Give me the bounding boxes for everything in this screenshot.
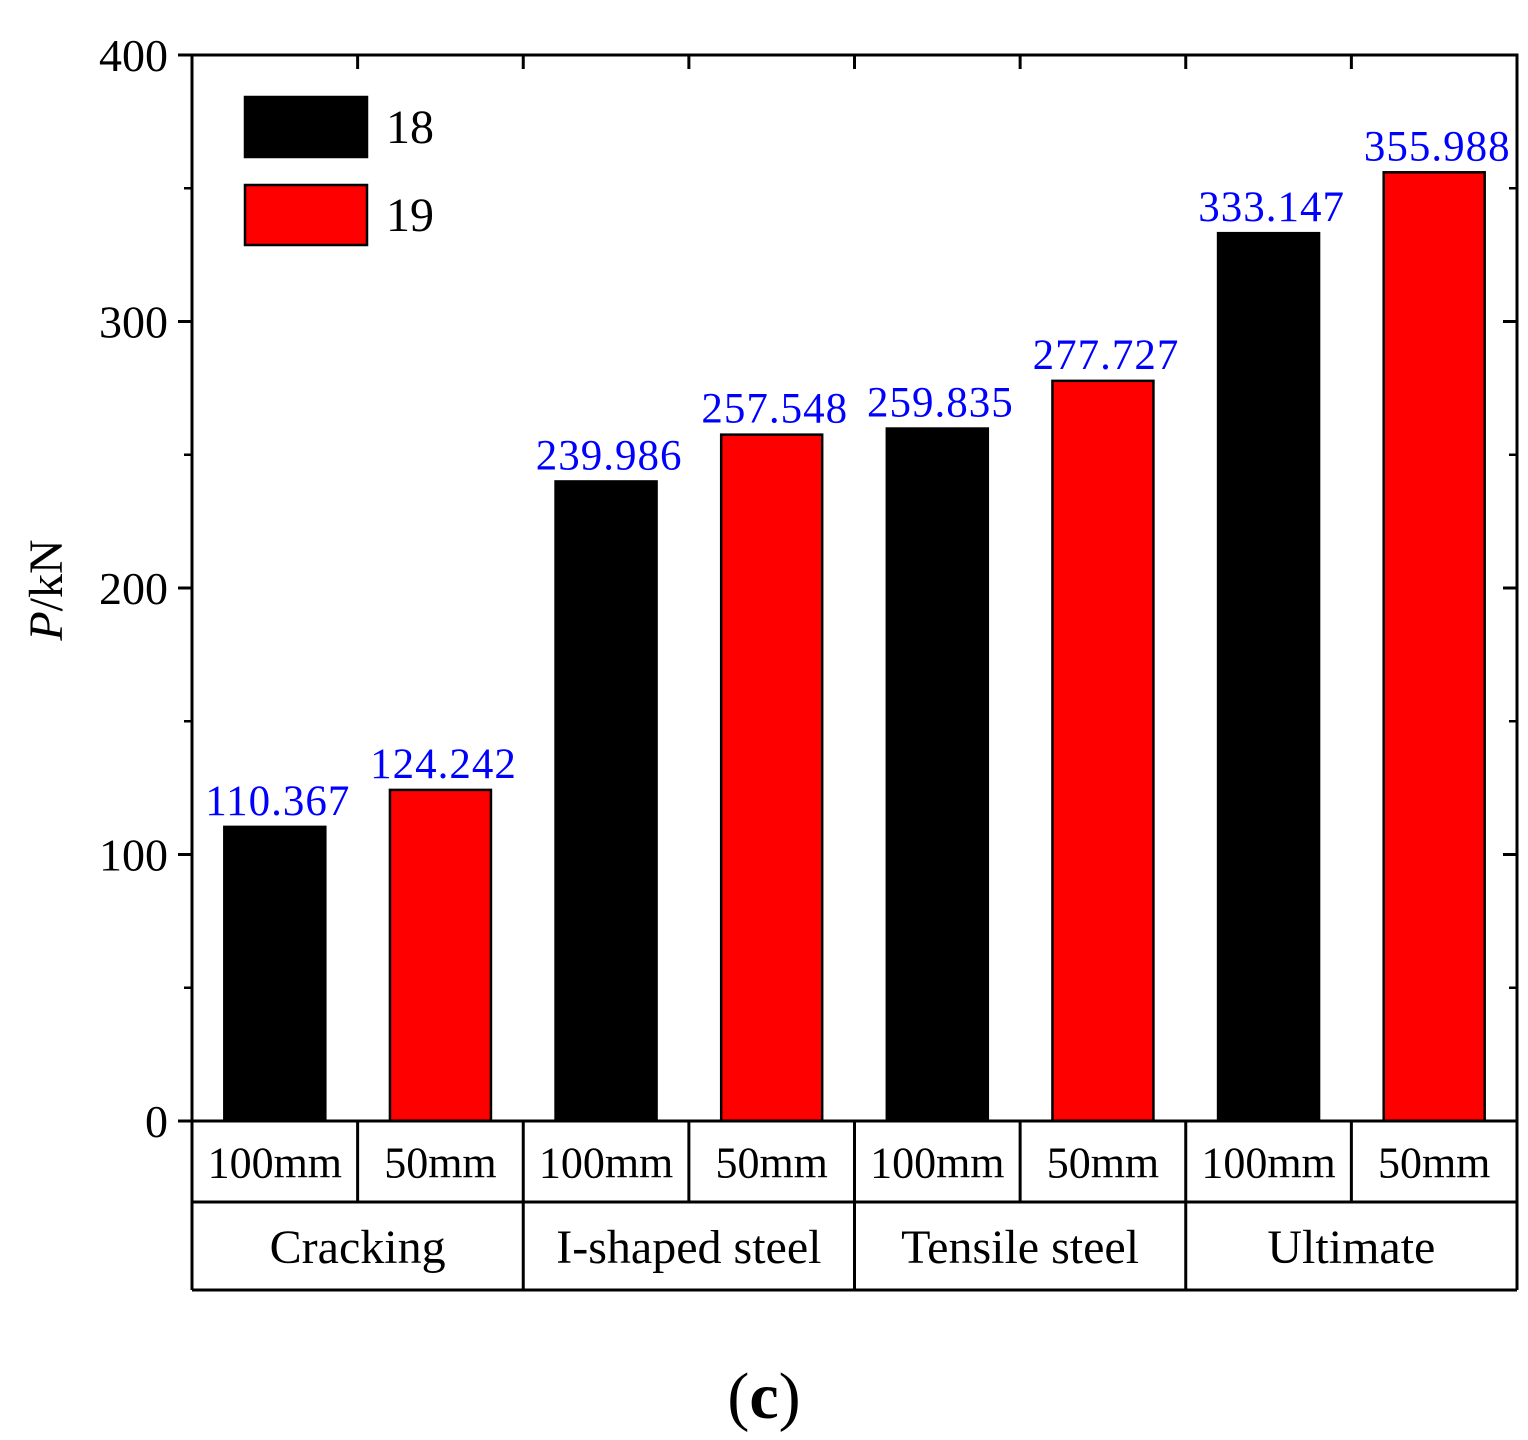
group-label: I-shaped steel [556,1221,821,1274]
y-tick-label: 400 [99,30,168,81]
bar-cracking-50mm [388,788,493,1123]
y-tick-label: 300 [99,297,168,348]
y-tick-label: 100 [99,830,168,881]
group-label: Ultimate [1267,1221,1435,1274]
legend-swatch [243,183,369,247]
bar-ultimate-50mm [1382,171,1486,1123]
legend-swatch [243,95,369,159]
bar-ultimate-100mm [1216,231,1321,1123]
bar-cracking-100mm [223,825,327,1123]
y-tick-label: 200 [99,563,168,614]
group-label: Cracking [270,1221,446,1274]
legend-label: 18 [386,101,434,154]
group-label: Tensile steel [901,1221,1139,1274]
data-label: 110.367 [205,778,350,825]
category-label: 50mm [1378,1139,1490,1188]
panel-label: (c) [727,1360,800,1433]
y-axis-title-variable: P [20,611,73,641]
bar-tensile-steel-50mm [1051,379,1155,1123]
bar-i-shaped-steel-50mm [719,433,824,1123]
category-label: 50mm [1047,1139,1159,1188]
y-axis-title-unit: /kN [20,539,73,611]
panel-letter: c [749,1360,778,1433]
bars-layer [223,171,1486,1123]
data-label: 239.986 [536,432,683,479]
category-label: 100mm [870,1139,1004,1188]
category-label: 100mm [539,1139,673,1188]
y-axis-title: P/kN [20,539,73,641]
category-label: 100mm [1201,1139,1335,1188]
data-label: 277.727 [1033,332,1180,379]
y-tick-label: 0 [145,1096,168,1147]
category-label: 50mm [384,1139,496,1188]
data-labels-layer: 110.367 124.242 239.986 257.548 259.835 277.7… [205,123,1511,825]
data-label: 259.835 [867,380,1014,427]
bar-tensile-steel-100mm [885,427,990,1123]
data-label: 333.147 [1198,184,1345,231]
data-label: 355.988 [1364,123,1511,170]
category-label: 100mm [208,1139,342,1188]
legend-label: 19 [386,189,434,242]
bar-i-shaped-steel-100mm [554,480,658,1123]
category-label: 50mm [715,1139,827,1188]
category-table: 100mm 50mm 100mm 50mm 100mm 50mm 100mm 50mm Crac… [190,1121,1519,1292]
data-label: 124.242 [370,741,517,788]
data-label: 257.548 [701,386,848,433]
